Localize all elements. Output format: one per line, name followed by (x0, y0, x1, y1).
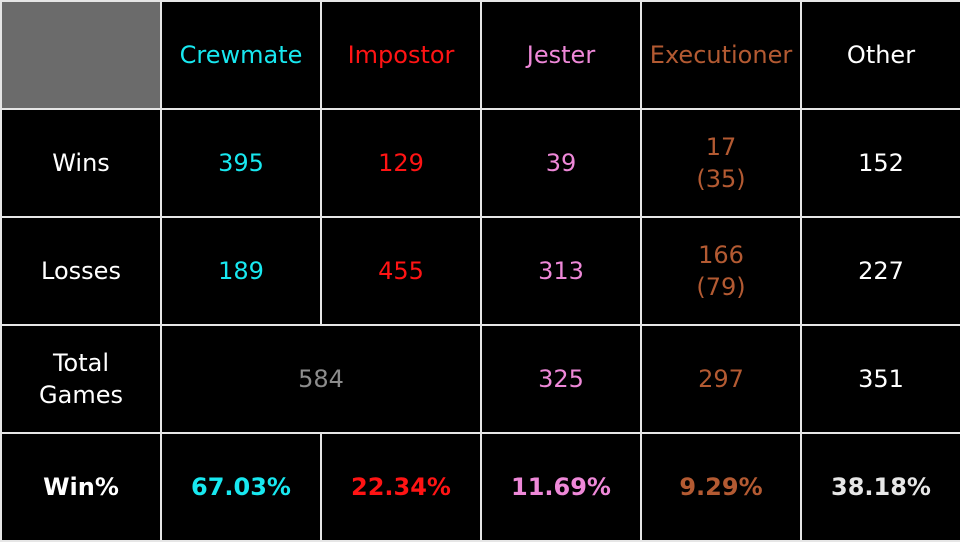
winpct-jester: 11.69% (480, 432, 642, 542)
losses-crewmate: 189 (160, 216, 322, 326)
winpct-label: Win% (0, 432, 162, 542)
winpct-crewmate: 67.03% (160, 432, 322, 542)
wins-crewmate: 395 (160, 108, 322, 218)
wins-jester: 39 (480, 108, 642, 218)
losses-executioner: 166 (79) (640, 216, 802, 326)
losses-jester: 313 (480, 216, 642, 326)
wins-label: Wins (0, 108, 162, 218)
wins-other: 152 (800, 108, 960, 218)
wins-executioner-sub: (35) (696, 165, 746, 193)
losses-label: Losses (0, 216, 162, 326)
losses-row: Losses 189 455 313 166 (79) 227 (0, 216, 960, 326)
losses-impostor: 455 (320, 216, 482, 326)
losses-other: 227 (800, 216, 960, 326)
total-label: Total Games (0, 324, 162, 434)
winpct-impostor: 22.34% (320, 432, 482, 542)
header-crewmate: Crewmate (160, 0, 322, 110)
header-jester: Jester (480, 0, 642, 110)
header-row: Crewmate Impostor Jester Executioner Oth… (0, 0, 960, 110)
header-impostor: Impostor (320, 0, 482, 110)
wins-executioner-value: 17 (705, 133, 737, 161)
wins-executioner: 17 (35) (640, 108, 802, 218)
wins-impostor: 129 (320, 108, 482, 218)
total-label-line1: Total (52, 349, 110, 377)
wins-row: Wins 395 129 39 17 (35) 152 (0, 108, 960, 218)
header-other: Other (800, 0, 960, 110)
total-jester: 325 (480, 324, 642, 434)
winpct-executioner: 9.29% (640, 432, 802, 542)
total-row: Total Games 584 325 297 351 (0, 324, 960, 434)
losses-executioner-sub: (79) (696, 273, 746, 301)
winpct-row: Win% 67.03% 22.34% 11.69% 9.29% 38.18% (0, 432, 960, 542)
total-executioner: 297 (640, 324, 802, 434)
total-other: 351 (800, 324, 960, 434)
corner-cell (0, 0, 162, 110)
losses-executioner-value: 166 (698, 241, 744, 269)
winpct-other: 38.18% (800, 432, 960, 542)
header-executioner: Executioner (640, 0, 802, 110)
total-label-line2: Games (39, 381, 123, 409)
total-crew-impostor: 584 (160, 324, 482, 434)
